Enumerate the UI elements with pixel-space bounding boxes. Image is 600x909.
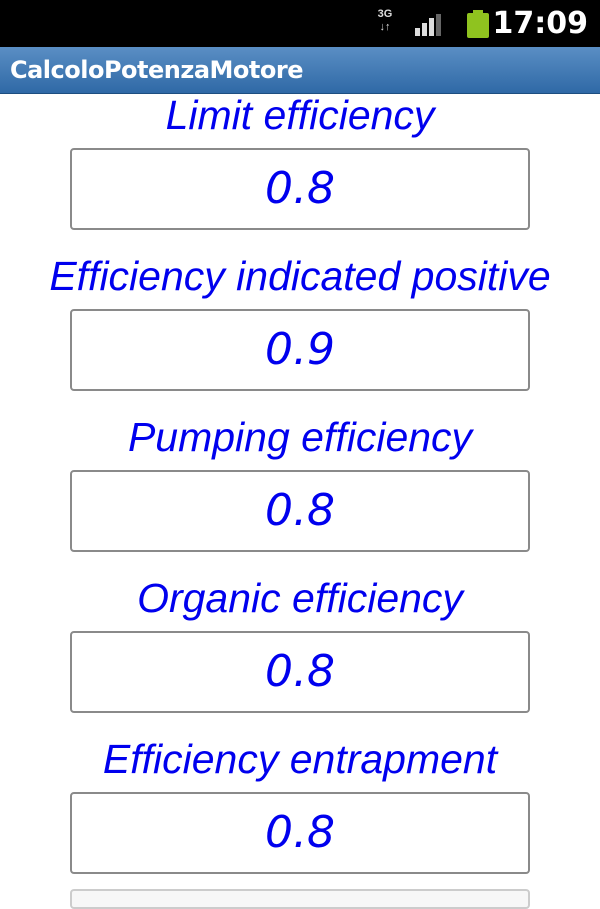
clock: 17:09	[492, 6, 589, 41]
app-title: CalcoloPotenzaMotore	[10, 56, 304, 84]
pumping-efficiency-input[interactable]: 0.8	[70, 470, 530, 552]
signal-icon	[415, 14, 445, 36]
field-limit-efficiency: Limit efficiency 0.8	[0, 94, 600, 230]
scroll-view[interactable]: Limit efficiency 0.8 Efficiency indicate…	[0, 94, 600, 900]
efficiency-entrapment-input[interactable]: 0.8	[70, 792, 530, 874]
network-type: 3G	[377, 8, 393, 20]
field-label: Pumping efficiency	[127, 414, 473, 460]
field-label: Efficiency entrapment	[102, 736, 498, 782]
organic-efficiency-input[interactable]: 0.8	[70, 631, 530, 713]
efficiency-indicated-positive-input[interactable]: 0.9	[70, 309, 530, 391]
next-input-partial[interactable]	[70, 889, 530, 909]
field-efficiency-indicated-positive: Efficiency indicated positive 0.9	[0, 230, 600, 391]
limit-efficiency-input[interactable]: 0.8	[70, 148, 530, 230]
field-organic-efficiency: Organic efficiency 0.8	[0, 552, 600, 713]
field-label: Limit efficiency	[165, 94, 435, 138]
status-bar: 3G ↓↑ 17:09	[0, 0, 600, 47]
field-label: Efficiency indicated positive	[49, 253, 551, 299]
field-pumping-efficiency: Pumping efficiency 0.8	[0, 391, 600, 552]
battery-icon	[467, 10, 489, 38]
field-efficiency-entrapment: Efficiency entrapment 0.8	[0, 713, 600, 874]
app-title-bar: CalcoloPotenzaMotore	[0, 47, 600, 94]
network-3g-icon: 3G ↓↑	[377, 8, 393, 33]
field-label: Organic efficiency	[137, 575, 463, 621]
